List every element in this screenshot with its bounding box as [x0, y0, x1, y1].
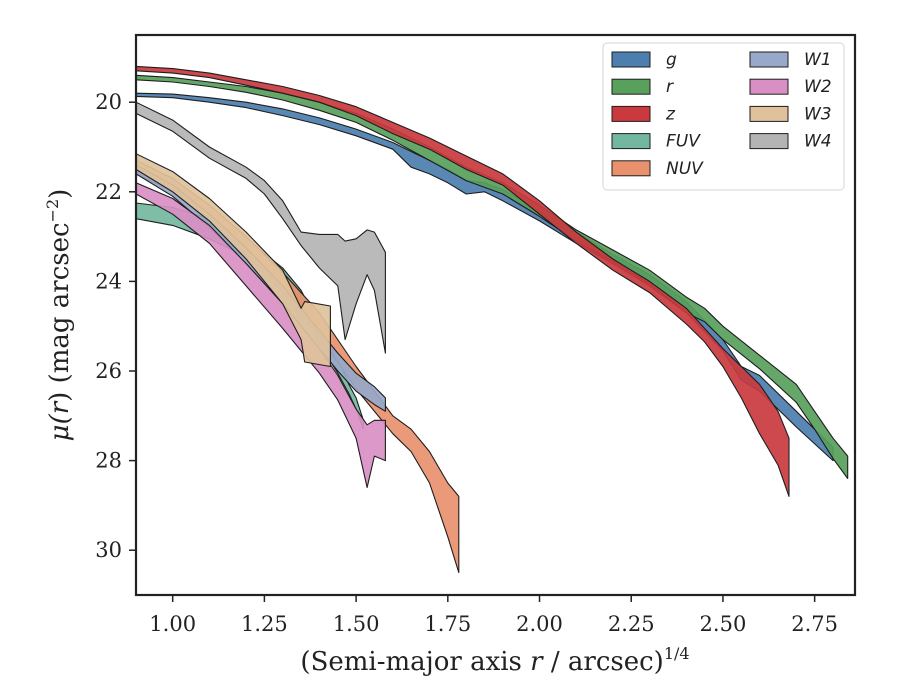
- y-tick-label: 24: [95, 269, 122, 293]
- y-axis-title: μ(r) (mag arcsec−2): [43, 189, 75, 442]
- profile-bands: [136, 65, 849, 574]
- x-tick-label: 1.25: [241, 612, 288, 636]
- legend-label-w1: W1: [804, 50, 832, 70]
- legend-label-w2: W2: [804, 77, 832, 97]
- legend-swatch-nuv: [611, 160, 651, 177]
- legend-label-w3: W3: [804, 104, 832, 124]
- legend-swatch-r: [611, 78, 651, 95]
- legend-swatch-fuv: [611, 133, 651, 150]
- legend-label-g: g: [666, 50, 677, 70]
- band-w2: [136, 182, 386, 489]
- x-tick-label: 1.75: [424, 612, 471, 636]
- legend-label-r: r: [666, 77, 674, 97]
- legend-label-nuv: NUV: [666, 159, 704, 179]
- legend-label-w4: W4: [804, 132, 832, 152]
- legend: grz FUV NUV W1 W2 W3 W4: [602, 42, 845, 191]
- band-z: [136, 65, 790, 497]
- legend-swatch-w3: [749, 105, 789, 122]
- x-tick-label: 2.00: [516, 612, 563, 636]
- band-g: [136, 92, 834, 462]
- y-axis: 20 22 24 26 28 30: [95, 90, 136, 562]
- x-tick-label: 1.50: [333, 612, 380, 636]
- x-axis: 1.00 1.25 1.50 1.75 2.00 2.25 2.50 2.75: [149, 595, 838, 636]
- legend-swatch-z: [611, 105, 651, 122]
- legend-label-fuv: FUV: [666, 132, 701, 152]
- legend-label-z: z: [665, 104, 676, 124]
- band-w3: [136, 153, 331, 368]
- y-tick-label: 22: [95, 180, 122, 204]
- x-tick-label: 2.75: [791, 612, 838, 636]
- y-tick-label: 20: [95, 90, 122, 114]
- legend-swatch-w2: [749, 78, 789, 95]
- x-axis-title: (Semi-major axis r / arcsec)1/4: [300, 644, 689, 677]
- y-tick-label: 26: [95, 359, 122, 383]
- legend-swatch-w4: [749, 133, 789, 150]
- legend-swatch-w1: [749, 51, 789, 68]
- legend-swatch-g: [611, 51, 651, 68]
- x-tick-label: 2.25: [608, 612, 655, 636]
- band-w4: [136, 101, 386, 354]
- y-tick-label: 28: [95, 449, 122, 473]
- plot-frame: [134, 33, 857, 597]
- x-tick-label: 2.50: [700, 612, 747, 636]
- x-tick-label: 1.00: [149, 612, 196, 636]
- y-tick-label: 30: [95, 538, 122, 562]
